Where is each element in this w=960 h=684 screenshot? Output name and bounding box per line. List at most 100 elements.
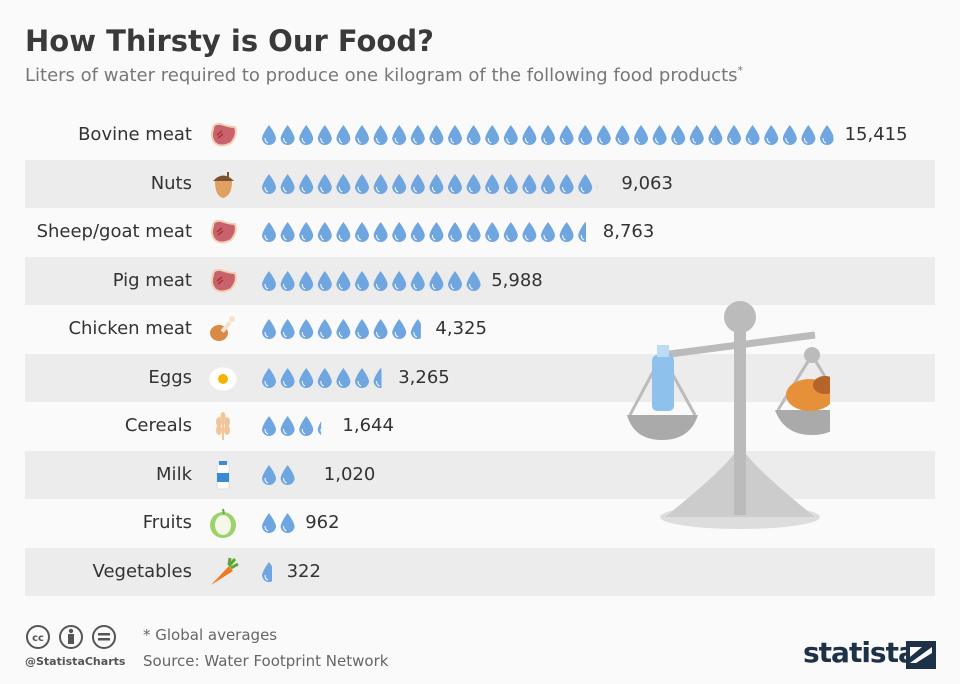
water-drop-icon (466, 222, 481, 242)
chicken-leg-icon (210, 316, 235, 341)
water-drop-icon (261, 561, 272, 582)
water-drop-icon (559, 173, 574, 194)
category-label: Vegetables (92, 560, 192, 582)
water-drop-icon (280, 464, 295, 485)
water-drop-icon (540, 222, 555, 242)
water-drop-icon (354, 270, 369, 291)
water-drop-icon (429, 125, 444, 145)
water-drop-icon (578, 222, 586, 242)
drop-bar (261, 561, 272, 582)
water-drop-icon (280, 222, 295, 242)
water-drop-icon (782, 125, 797, 145)
water-drop-icon (336, 125, 351, 145)
water-drop-icon (261, 125, 276, 145)
water-drop-icon (261, 319, 276, 339)
water-drop-icon (299, 416, 314, 436)
water-drop-icon (373, 173, 388, 194)
water-drop-icon (801, 125, 816, 145)
water-drop-icon (764, 125, 779, 145)
water-drop-icon (280, 513, 295, 533)
drop-bar (261, 125, 834, 145)
category-label: Pig meat (112, 269, 192, 291)
water-drop-icon (354, 319, 369, 339)
water-drop-icon (317, 125, 332, 145)
water-drop-icon (745, 125, 760, 145)
water-drop-icon (503, 222, 518, 242)
drop-bar (261, 319, 421, 339)
water-drop-icon (261, 464, 276, 485)
water-drop-icon (522, 222, 537, 242)
chart-row: Eggs 3,265 (25, 353, 935, 402)
water-drop-icon (429, 173, 444, 194)
water-drop-icon (410, 173, 425, 194)
water-drop-icon (299, 270, 314, 291)
chart-rows: Bovine meat 15,415 Nuts 9,063 Sheep/goat m… (25, 111, 935, 596)
chart-row: Nuts 9,063 (25, 159, 935, 208)
value-label: 8,763 (602, 221, 655, 242)
water-drop-icon (373, 270, 388, 291)
drop-bar (261, 173, 598, 194)
subtitle-footnote-mark: * (737, 64, 744, 77)
water-drop-icon (522, 173, 537, 194)
water-drop-icon (559, 125, 574, 145)
water-drop-icon (280, 367, 295, 388)
water-drop-icon (373, 319, 388, 339)
water-drop-icon (578, 125, 593, 145)
category-label: Cereals (124, 415, 192, 436)
water-drop-icon (559, 222, 574, 242)
water-drop-icon (373, 125, 388, 145)
scale-illustration-icon (627, 301, 830, 529)
milk-icon (216, 460, 230, 489)
creative-commons-icons[interactable]: cc (25, 624, 125, 652)
water-drop-icon (410, 319, 421, 339)
water-drop-icon (317, 173, 332, 194)
drop-bar (261, 270, 481, 291)
water-drop-icon (392, 319, 407, 339)
water-drop-icon (540, 173, 555, 194)
water-drop-icon (354, 222, 369, 242)
water-drop-icon (596, 125, 611, 145)
water-drop-icon (615, 125, 630, 145)
water-drop-icon (819, 125, 834, 145)
water-drop-icon (410, 270, 425, 291)
water-drop-icon (410, 222, 425, 242)
water-drop-icon (336, 367, 351, 388)
statista-logo-mark-icon (906, 641, 936, 669)
chart-row: Chicken meat 4,325 (25, 305, 935, 354)
chart-row: Pig meat 5,988 (25, 256, 935, 305)
svg-text:cc: cc (32, 633, 44, 644)
value-label: 1,020 (323, 463, 376, 485)
statista-logo[interactable]: statista (803, 636, 917, 669)
water-drop-icon (540, 125, 555, 145)
water-drop-icon (299, 367, 314, 388)
water-drop-icon (261, 367, 276, 388)
value-label: 322 (286, 560, 321, 582)
category-label: Fruits (142, 512, 192, 533)
chart-row: Cereals 1,644 (25, 402, 935, 451)
water-drop-icon (671, 125, 686, 145)
water-drop-icon (466, 125, 481, 145)
water-drop-icon (336, 270, 351, 291)
steak-icon (210, 122, 237, 147)
statista-handle[interactable]: @StatistaCharts (25, 655, 126, 668)
water-drop-icon (503, 125, 518, 145)
water-drop-icon (317, 270, 332, 291)
water-drop-icon (503, 173, 518, 194)
water-drop-icon (354, 173, 369, 194)
water-drop-icon (354, 367, 369, 388)
water-drop-icon (299, 173, 314, 194)
value-label: 3,265 (398, 366, 450, 388)
water-drop-icon (317, 319, 332, 339)
value-label: 1,644 (342, 415, 394, 436)
water-drop-icon (317, 421, 322, 435)
acorn-icon (213, 171, 234, 198)
water-drop-icon (485, 125, 500, 145)
value-label: 962 (305, 512, 340, 533)
water-drop-icon (689, 125, 704, 145)
value-label: 4,325 (435, 318, 487, 339)
value-label: 9,063 (621, 172, 673, 194)
water-drop-icon (447, 173, 462, 194)
chart-title: How Thirsty is Our Food? (25, 24, 434, 58)
water-drop-icon (522, 125, 537, 145)
wheat-icon (216, 412, 230, 440)
